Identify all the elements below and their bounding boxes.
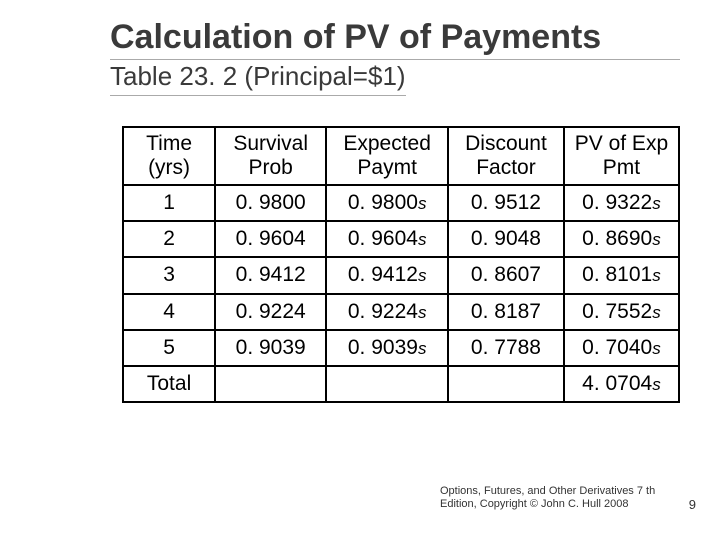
table-header-row: Time (yrs) Survival Prob Expected Paymt … xyxy=(123,127,679,185)
cell-survival: 0. 9039 xyxy=(215,330,326,366)
page-number: 9 xyxy=(689,497,696,512)
cell-time: 4 xyxy=(123,294,215,330)
table-row: 10. 98000. 9800s0. 95120. 9322s xyxy=(123,185,679,221)
cell-pv: 0. 9322s xyxy=(564,185,679,221)
col-survival: Survival Prob xyxy=(215,127,326,185)
cell-time: 1 xyxy=(123,185,215,221)
cell-expected: 0. 9800s xyxy=(326,185,448,221)
slide-subtitle: Table 23. 2 (Principal=$1) xyxy=(110,60,406,96)
cell-discount: 0. 8607 xyxy=(448,257,564,293)
source-note: Options, Futures, and Other Derivatives … xyxy=(440,485,660,513)
cell-time: 3 xyxy=(123,257,215,293)
cell-discount: 0. 7788 xyxy=(448,330,564,366)
cell-discount: 0. 9512 xyxy=(448,185,564,221)
table-body: 10. 98000. 9800s0. 95120. 9322s20. 96040… xyxy=(123,185,679,403)
table-row: 40. 92240. 9224s0. 81870. 7552s xyxy=(123,294,679,330)
cell-pv: 0. 7040s xyxy=(564,330,679,366)
col-expected: Expected Paymt xyxy=(326,127,448,185)
col-discount: Discount Factor xyxy=(448,127,564,185)
cell-total-label: Total xyxy=(123,366,215,402)
col-pv: PV of Exp Pmt xyxy=(564,127,679,185)
cell-empty xyxy=(448,366,564,402)
cell-expected: 0. 9224s xyxy=(326,294,448,330)
table-total-row: Total 4. 0704s xyxy=(123,366,679,402)
cell-empty xyxy=(326,366,448,402)
cell-pv: 0. 8690s xyxy=(564,221,679,257)
pv-payments-table: Time (yrs) Survival Prob Expected Paymt … xyxy=(122,126,680,404)
cell-discount: 0. 8187 xyxy=(448,294,564,330)
cell-survival: 0. 9800 xyxy=(215,185,326,221)
cell-survival: 0. 9224 xyxy=(215,294,326,330)
cell-time: 2 xyxy=(123,221,215,257)
col-time: Time (yrs) xyxy=(123,127,215,185)
table-row: 20. 96040. 9604s0. 90480. 8690s xyxy=(123,221,679,257)
table-row: 50. 90390. 9039s0. 77880. 7040s xyxy=(123,330,679,366)
cell-pv-total: 4. 0704s xyxy=(564,366,679,402)
cell-pv: 0. 8101s xyxy=(564,257,679,293)
cell-discount: 0. 9048 xyxy=(448,221,564,257)
cell-survival: 0. 9604 xyxy=(215,221,326,257)
cell-expected: 0. 9039s xyxy=(326,330,448,366)
cell-empty xyxy=(215,366,326,402)
table-row: 30. 94120. 9412s0. 86070. 8101s xyxy=(123,257,679,293)
cell-time: 5 xyxy=(123,330,215,366)
cell-survival: 0. 9412 xyxy=(215,257,326,293)
slide-title: Calculation of PV of Payments xyxy=(110,18,680,60)
cell-pv: 0. 7552s xyxy=(564,294,679,330)
cell-expected: 0. 9412s xyxy=(326,257,448,293)
cell-expected: 0. 9604s xyxy=(326,221,448,257)
